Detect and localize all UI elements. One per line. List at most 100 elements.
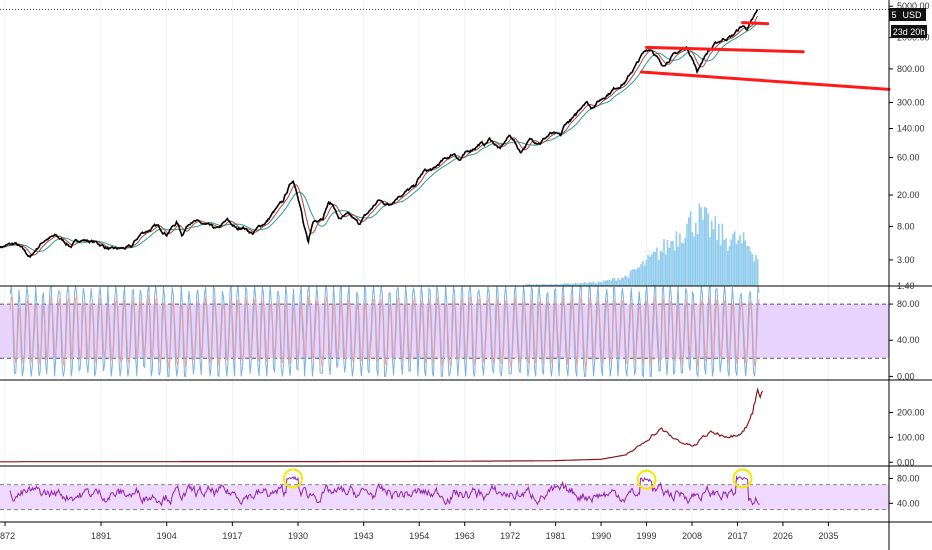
volume-bar	[726, 250, 729, 286]
volume-bar	[574, 282, 577, 286]
x-tick-label: 1891	[91, 531, 111, 541]
volume-bar	[567, 283, 570, 286]
y-tick-label: 0.00	[897, 457, 915, 467]
volume-bar	[710, 220, 713, 286]
y-tick-label: 80.00	[897, 299, 920, 309]
currency-label: USD	[902, 10, 922, 20]
volume-bar	[555, 284, 557, 286]
volume-bar	[558, 284, 561, 286]
volume-bar	[532, 284, 534, 286]
currency-badge	[899, 8, 926, 21]
volume-bar	[581, 283, 584, 286]
y-tick-label: 3.00	[897, 255, 915, 265]
volume-bar	[573, 283, 575, 286]
volume-bar	[744, 240, 747, 286]
volume-bar	[539, 284, 542, 286]
volume-bar	[702, 219, 704, 286]
volume-bar	[596, 283, 598, 286]
volume-bar	[741, 242, 743, 286]
volume-bar	[592, 281, 595, 286]
y-tick-label: 40.00	[897, 498, 920, 508]
trendline	[645, 45, 805, 54]
volume-bar	[606, 280, 609, 286]
volume-bar	[597, 281, 600, 286]
volume-bar	[746, 246, 748, 286]
volume-bar	[599, 282, 602, 286]
y-tick-label: 20.00	[897, 190, 920, 200]
rsi-line	[9, 475, 760, 507]
volume-bar	[659, 250, 662, 286]
volume-bar	[562, 283, 564, 286]
volume-bar	[636, 267, 639, 286]
volume-bar	[696, 234, 699, 286]
price-panel	[0, 9, 891, 286]
volume-bar	[686, 223, 688, 286]
x-tick-label: 1930	[288, 531, 308, 541]
x-tick-label: 1917	[222, 531, 242, 541]
highlight-circle	[636, 469, 657, 490]
volume-bar	[627, 278, 630, 286]
volume-bar	[569, 284, 572, 286]
volume-bar	[735, 244, 738, 286]
x-tick-label: 1990	[591, 531, 611, 541]
volume-bar	[541, 284, 543, 286]
volume-bar	[654, 252, 656, 286]
volume-bar	[594, 282, 596, 286]
volume-bar	[622, 277, 625, 286]
volume-bar	[546, 284, 549, 286]
volume-bar	[638, 267, 641, 286]
volume-bar	[527, 284, 529, 286]
trendline	[639, 70, 891, 91]
y-tick-label: 5000.00	[897, 1, 930, 11]
highlight-circle	[732, 468, 753, 489]
volume-bar	[739, 234, 741, 286]
volume-bar	[749, 251, 752, 286]
volume-bar	[537, 284, 540, 286]
volume-bar	[688, 217, 690, 286]
volume-bar	[583, 282, 586, 286]
rsi-band	[0, 484, 889, 510]
volume-bars	[525, 203, 759, 286]
volume-bar	[675, 231, 678, 286]
volume-bar	[534, 284, 536, 286]
y-tick-label: 8.00	[897, 221, 915, 231]
volume-bar	[587, 283, 589, 286]
volume-bar	[585, 283, 587, 286]
volume-bar	[551, 284, 554, 286]
volume-bar	[624, 275, 626, 286]
volume-bar	[640, 264, 642, 286]
volume-bar	[608, 279, 610, 286]
volume-bar	[668, 247, 671, 286]
x-tick-label: 2035	[818, 531, 838, 541]
volume-bar	[680, 242, 683, 286]
volume-bar	[753, 261, 755, 286]
stochastic-panel	[0, 284, 889, 379]
volume-bar	[751, 254, 754, 286]
volume-bar	[691, 232, 694, 286]
volume-bar	[703, 207, 706, 286]
volume-bar	[684, 237, 686, 286]
volume-bar	[728, 246, 731, 286]
volume-bar	[679, 233, 681, 286]
volume-bar	[698, 203, 701, 286]
trendline	[741, 21, 770, 26]
volume-bar	[721, 223, 724, 286]
volume-bar	[700, 207, 702, 286]
x-axis: 1872 1891 1904 1917 1930 1943 1954 1963 1972 1981…	[0, 522, 838, 541]
volume-bar	[631, 269, 633, 286]
volume-bar	[557, 284, 559, 286]
volume-bar	[580, 282, 582, 286]
y-tick-label: 100.00	[897, 432, 925, 442]
x-tick-label: 2026	[773, 531, 793, 541]
volume-bar	[564, 283, 566, 286]
volume-bar	[733, 231, 736, 286]
volume-bar	[649, 256, 651, 286]
volume-bar	[626, 276, 628, 286]
volume-bar	[689, 211, 692, 286]
volume-bar	[652, 251, 655, 286]
y-tick-label: 1.40	[897, 281, 915, 291]
volume-bar	[661, 251, 663, 286]
y-tick-label: 60.00	[897, 152, 920, 162]
volume-bar	[695, 222, 697, 286]
volume-bar	[732, 233, 734, 286]
